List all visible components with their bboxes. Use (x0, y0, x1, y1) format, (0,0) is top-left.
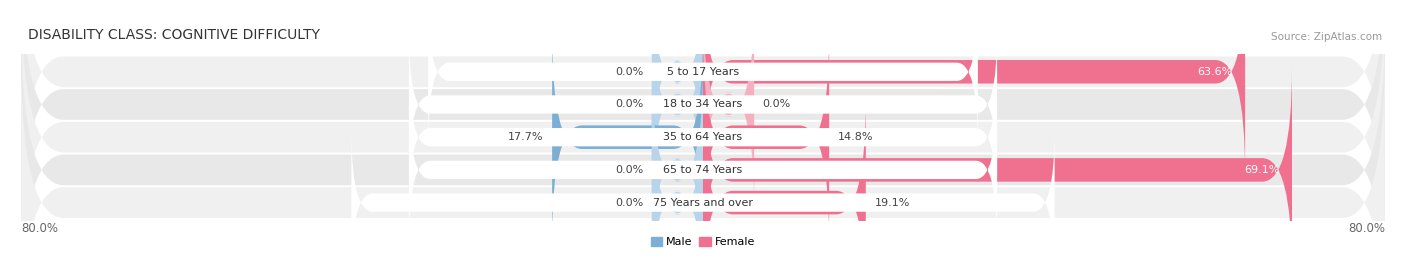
Text: 0.0%: 0.0% (614, 165, 644, 175)
FancyBboxPatch shape (652, 100, 703, 269)
Text: 0.0%: 0.0% (614, 198, 644, 208)
Text: 75 Years and over: 75 Years and over (652, 198, 754, 208)
FancyBboxPatch shape (427, 0, 979, 144)
Text: 80.0%: 80.0% (1348, 222, 1385, 235)
Text: 19.1%: 19.1% (875, 198, 910, 208)
FancyBboxPatch shape (652, 2, 703, 207)
FancyBboxPatch shape (409, 97, 997, 242)
Text: 0.0%: 0.0% (614, 67, 644, 77)
Text: 65 to 74 Years: 65 to 74 Years (664, 165, 742, 175)
Text: 18 to 34 Years: 18 to 34 Years (664, 100, 742, 109)
Text: 0.0%: 0.0% (614, 100, 644, 109)
Text: 69.1%: 69.1% (1244, 165, 1279, 175)
FancyBboxPatch shape (21, 0, 1385, 253)
Text: 63.6%: 63.6% (1197, 67, 1232, 77)
Legend: Male, Female: Male, Female (647, 233, 759, 252)
FancyBboxPatch shape (703, 2, 754, 207)
Text: DISABILITY CLASS: COGNITIVE DIFFICULTY: DISABILITY CLASS: COGNITIVE DIFFICULTY (28, 28, 321, 42)
FancyBboxPatch shape (21, 22, 1385, 269)
FancyBboxPatch shape (652, 67, 703, 269)
FancyBboxPatch shape (703, 67, 1292, 269)
FancyBboxPatch shape (703, 0, 1246, 175)
Text: Source: ZipAtlas.com: Source: ZipAtlas.com (1271, 32, 1382, 42)
FancyBboxPatch shape (703, 100, 866, 269)
FancyBboxPatch shape (21, 0, 1385, 220)
Text: 5 to 17 Years: 5 to 17 Years (666, 67, 740, 77)
FancyBboxPatch shape (352, 130, 1054, 269)
Text: 14.8%: 14.8% (838, 132, 873, 142)
FancyBboxPatch shape (409, 32, 997, 177)
FancyBboxPatch shape (21, 0, 1385, 269)
FancyBboxPatch shape (553, 34, 703, 240)
Text: 80.0%: 80.0% (21, 222, 58, 235)
Text: 0.0%: 0.0% (762, 100, 792, 109)
Text: 35 to 64 Years: 35 to 64 Years (664, 132, 742, 142)
FancyBboxPatch shape (652, 0, 703, 175)
FancyBboxPatch shape (21, 54, 1385, 269)
FancyBboxPatch shape (409, 65, 997, 210)
Text: 17.7%: 17.7% (508, 132, 544, 142)
FancyBboxPatch shape (703, 34, 830, 240)
